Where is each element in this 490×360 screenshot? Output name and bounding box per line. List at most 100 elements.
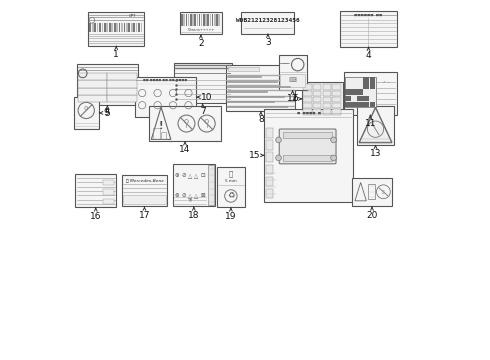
FancyBboxPatch shape xyxy=(352,178,392,207)
Text: 18: 18 xyxy=(188,211,199,220)
FancyBboxPatch shape xyxy=(344,72,397,115)
FancyBboxPatch shape xyxy=(74,97,99,129)
FancyBboxPatch shape xyxy=(322,109,331,114)
Bar xyxy=(210,14,211,26)
FancyBboxPatch shape xyxy=(228,67,259,71)
FancyBboxPatch shape xyxy=(266,165,273,174)
FancyBboxPatch shape xyxy=(226,65,295,111)
Text: !: ! xyxy=(159,121,163,131)
Text: ✓ ...: ✓ ... xyxy=(384,80,391,84)
FancyBboxPatch shape xyxy=(357,89,363,95)
Bar xyxy=(219,14,220,26)
Text: 16: 16 xyxy=(90,212,101,221)
Bar xyxy=(199,14,200,26)
FancyBboxPatch shape xyxy=(266,189,273,198)
Text: △: △ xyxy=(195,173,198,178)
FancyBboxPatch shape xyxy=(351,102,357,107)
FancyBboxPatch shape xyxy=(107,95,137,102)
Text: 10: 10 xyxy=(201,93,212,102)
Text: ⊗: ⊗ xyxy=(174,193,179,198)
Text: 14: 14 xyxy=(179,145,191,154)
FancyBboxPatch shape xyxy=(313,97,321,102)
Text: 20: 20 xyxy=(367,211,378,220)
FancyBboxPatch shape xyxy=(340,12,397,47)
FancyBboxPatch shape xyxy=(322,91,331,96)
FancyBboxPatch shape xyxy=(303,91,312,96)
Bar xyxy=(123,23,125,32)
Bar xyxy=(192,14,194,26)
FancyBboxPatch shape xyxy=(278,55,307,90)
Bar xyxy=(99,23,101,32)
Text: 1: 1 xyxy=(113,50,119,59)
FancyBboxPatch shape xyxy=(208,165,214,206)
FancyBboxPatch shape xyxy=(345,89,351,95)
FancyBboxPatch shape xyxy=(322,97,331,102)
Text: 4: 4 xyxy=(366,51,371,60)
Text: CPT: CPT xyxy=(128,14,136,18)
FancyBboxPatch shape xyxy=(357,106,394,145)
FancyBboxPatch shape xyxy=(107,81,137,87)
FancyBboxPatch shape xyxy=(313,103,321,108)
Text: ■  ■■■■  ■: ■ ■■■■ ■ xyxy=(296,111,320,115)
Text: 12: 12 xyxy=(287,94,298,103)
FancyBboxPatch shape xyxy=(88,12,145,46)
Text: 3: 3 xyxy=(265,38,271,47)
Circle shape xyxy=(276,137,281,143)
Text: ■■ ■■■■ ■■ ■■ ■■■■: ■■ ■■■■ ■■ ■■ ■■■■ xyxy=(144,78,188,82)
Bar xyxy=(216,14,218,26)
FancyBboxPatch shape xyxy=(78,95,107,102)
FancyBboxPatch shape xyxy=(332,85,341,90)
Text: 13: 13 xyxy=(370,149,381,158)
Bar xyxy=(136,23,138,32)
FancyBboxPatch shape xyxy=(78,81,107,87)
FancyBboxPatch shape xyxy=(364,95,369,101)
FancyBboxPatch shape xyxy=(78,73,107,81)
Bar xyxy=(205,14,207,26)
Bar xyxy=(212,14,214,26)
FancyBboxPatch shape xyxy=(103,199,115,204)
Text: 5: 5 xyxy=(104,109,110,118)
Text: 8: 8 xyxy=(258,116,264,125)
FancyBboxPatch shape xyxy=(78,87,107,95)
Bar xyxy=(101,23,103,32)
FancyBboxPatch shape xyxy=(103,189,115,195)
FancyBboxPatch shape xyxy=(357,102,363,107)
Circle shape xyxy=(331,155,336,161)
Text: ⌨: ⌨ xyxy=(289,78,296,83)
FancyBboxPatch shape xyxy=(345,102,351,107)
FancyBboxPatch shape xyxy=(303,103,312,108)
Bar xyxy=(196,14,198,26)
FancyBboxPatch shape xyxy=(266,140,273,150)
Bar xyxy=(131,23,133,32)
Text: 15: 15 xyxy=(248,151,260,160)
Bar xyxy=(116,23,118,32)
FancyBboxPatch shape xyxy=(280,74,305,87)
Bar xyxy=(94,23,96,32)
FancyBboxPatch shape xyxy=(322,85,331,90)
Text: △: △ xyxy=(195,193,198,198)
Text: 11: 11 xyxy=(365,119,376,128)
Text: Chrono+++++: Chrono+++++ xyxy=(187,28,215,32)
Text: △: △ xyxy=(188,193,192,198)
FancyBboxPatch shape xyxy=(75,174,116,207)
Bar xyxy=(114,23,116,32)
Bar xyxy=(214,14,216,26)
Bar xyxy=(203,14,205,26)
FancyBboxPatch shape xyxy=(172,164,215,207)
Bar xyxy=(201,14,202,26)
Text: 19: 19 xyxy=(225,212,237,221)
Bar xyxy=(121,23,123,32)
Text: WDB21212328123456: WDB21212328123456 xyxy=(236,18,300,23)
Text: △: △ xyxy=(188,173,192,178)
Bar xyxy=(183,14,185,26)
FancyBboxPatch shape xyxy=(332,97,341,102)
FancyBboxPatch shape xyxy=(351,89,357,95)
FancyBboxPatch shape xyxy=(303,97,312,102)
Bar xyxy=(126,23,128,32)
FancyBboxPatch shape xyxy=(302,82,343,116)
Bar xyxy=(141,23,143,32)
FancyBboxPatch shape xyxy=(313,85,321,90)
FancyBboxPatch shape xyxy=(283,132,332,138)
Bar xyxy=(92,23,94,32)
Bar xyxy=(188,14,189,26)
